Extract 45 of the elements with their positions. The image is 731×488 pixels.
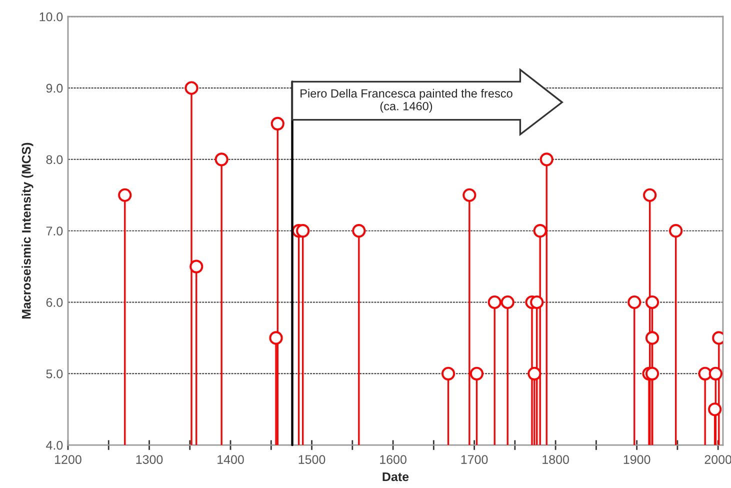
y-tick-label: 9.0: [46, 84, 63, 93]
y-tick-label: 10.0: [40, 12, 63, 22]
y-tick-label: 8.0: [46, 155, 63, 164]
point: [530, 295, 544, 310]
point: [269, 331, 283, 345]
point: [540, 152, 554, 166]
point: [500, 295, 514, 310]
y-axis-title: Macroseismic Intensity (MCS): [22, 142, 34, 319]
point: [470, 366, 484, 380]
point: [214, 152, 228, 166]
x-tick-label: 1900: [624, 455, 650, 464]
point: [442, 366, 456, 380]
point: [118, 188, 132, 202]
x-tick-label: 1500: [298, 455, 326, 464]
point: [462, 188, 476, 202]
point: [669, 224, 683, 238]
x-tick-label: 1700: [461, 455, 488, 464]
point: [645, 295, 660, 310]
point: [645, 366, 660, 380]
point: [488, 295, 502, 310]
x-tick-label: 1300: [136, 455, 163, 464]
x-tick-label: 1600: [380, 455, 406, 464]
y-tick-label: 6.0: [46, 298, 63, 307]
x-tick-label: 1800: [542, 455, 569, 464]
point: [352, 224, 366, 238]
point: [708, 402, 722, 416]
point: [184, 81, 198, 95]
y-tick-label: 4.0: [46, 440, 63, 450]
point: [190, 260, 204, 274]
x-tick-label: 1200: [55, 455, 82, 464]
point: [708, 366, 722, 380]
point: [296, 224, 310, 238]
point: [645, 331, 660, 345]
point: [643, 188, 657, 202]
x-axis-title: Date: [382, 472, 409, 482]
ref-line-label: Piero Della Francesca painted the fresco (ca. 1460): [300, 88, 512, 113]
y-tick-label: 5.0: [46, 369, 63, 378]
point: [270, 116, 284, 130]
x-tick-label: 2000: [704, 455, 731, 464]
point: [533, 224, 547, 238]
x-tick-label: 1400: [218, 455, 244, 464]
point: [698, 366, 712, 380]
point: [528, 366, 542, 380]
point: [628, 295, 642, 310]
y-tick-label: 7.0: [46, 226, 63, 236]
